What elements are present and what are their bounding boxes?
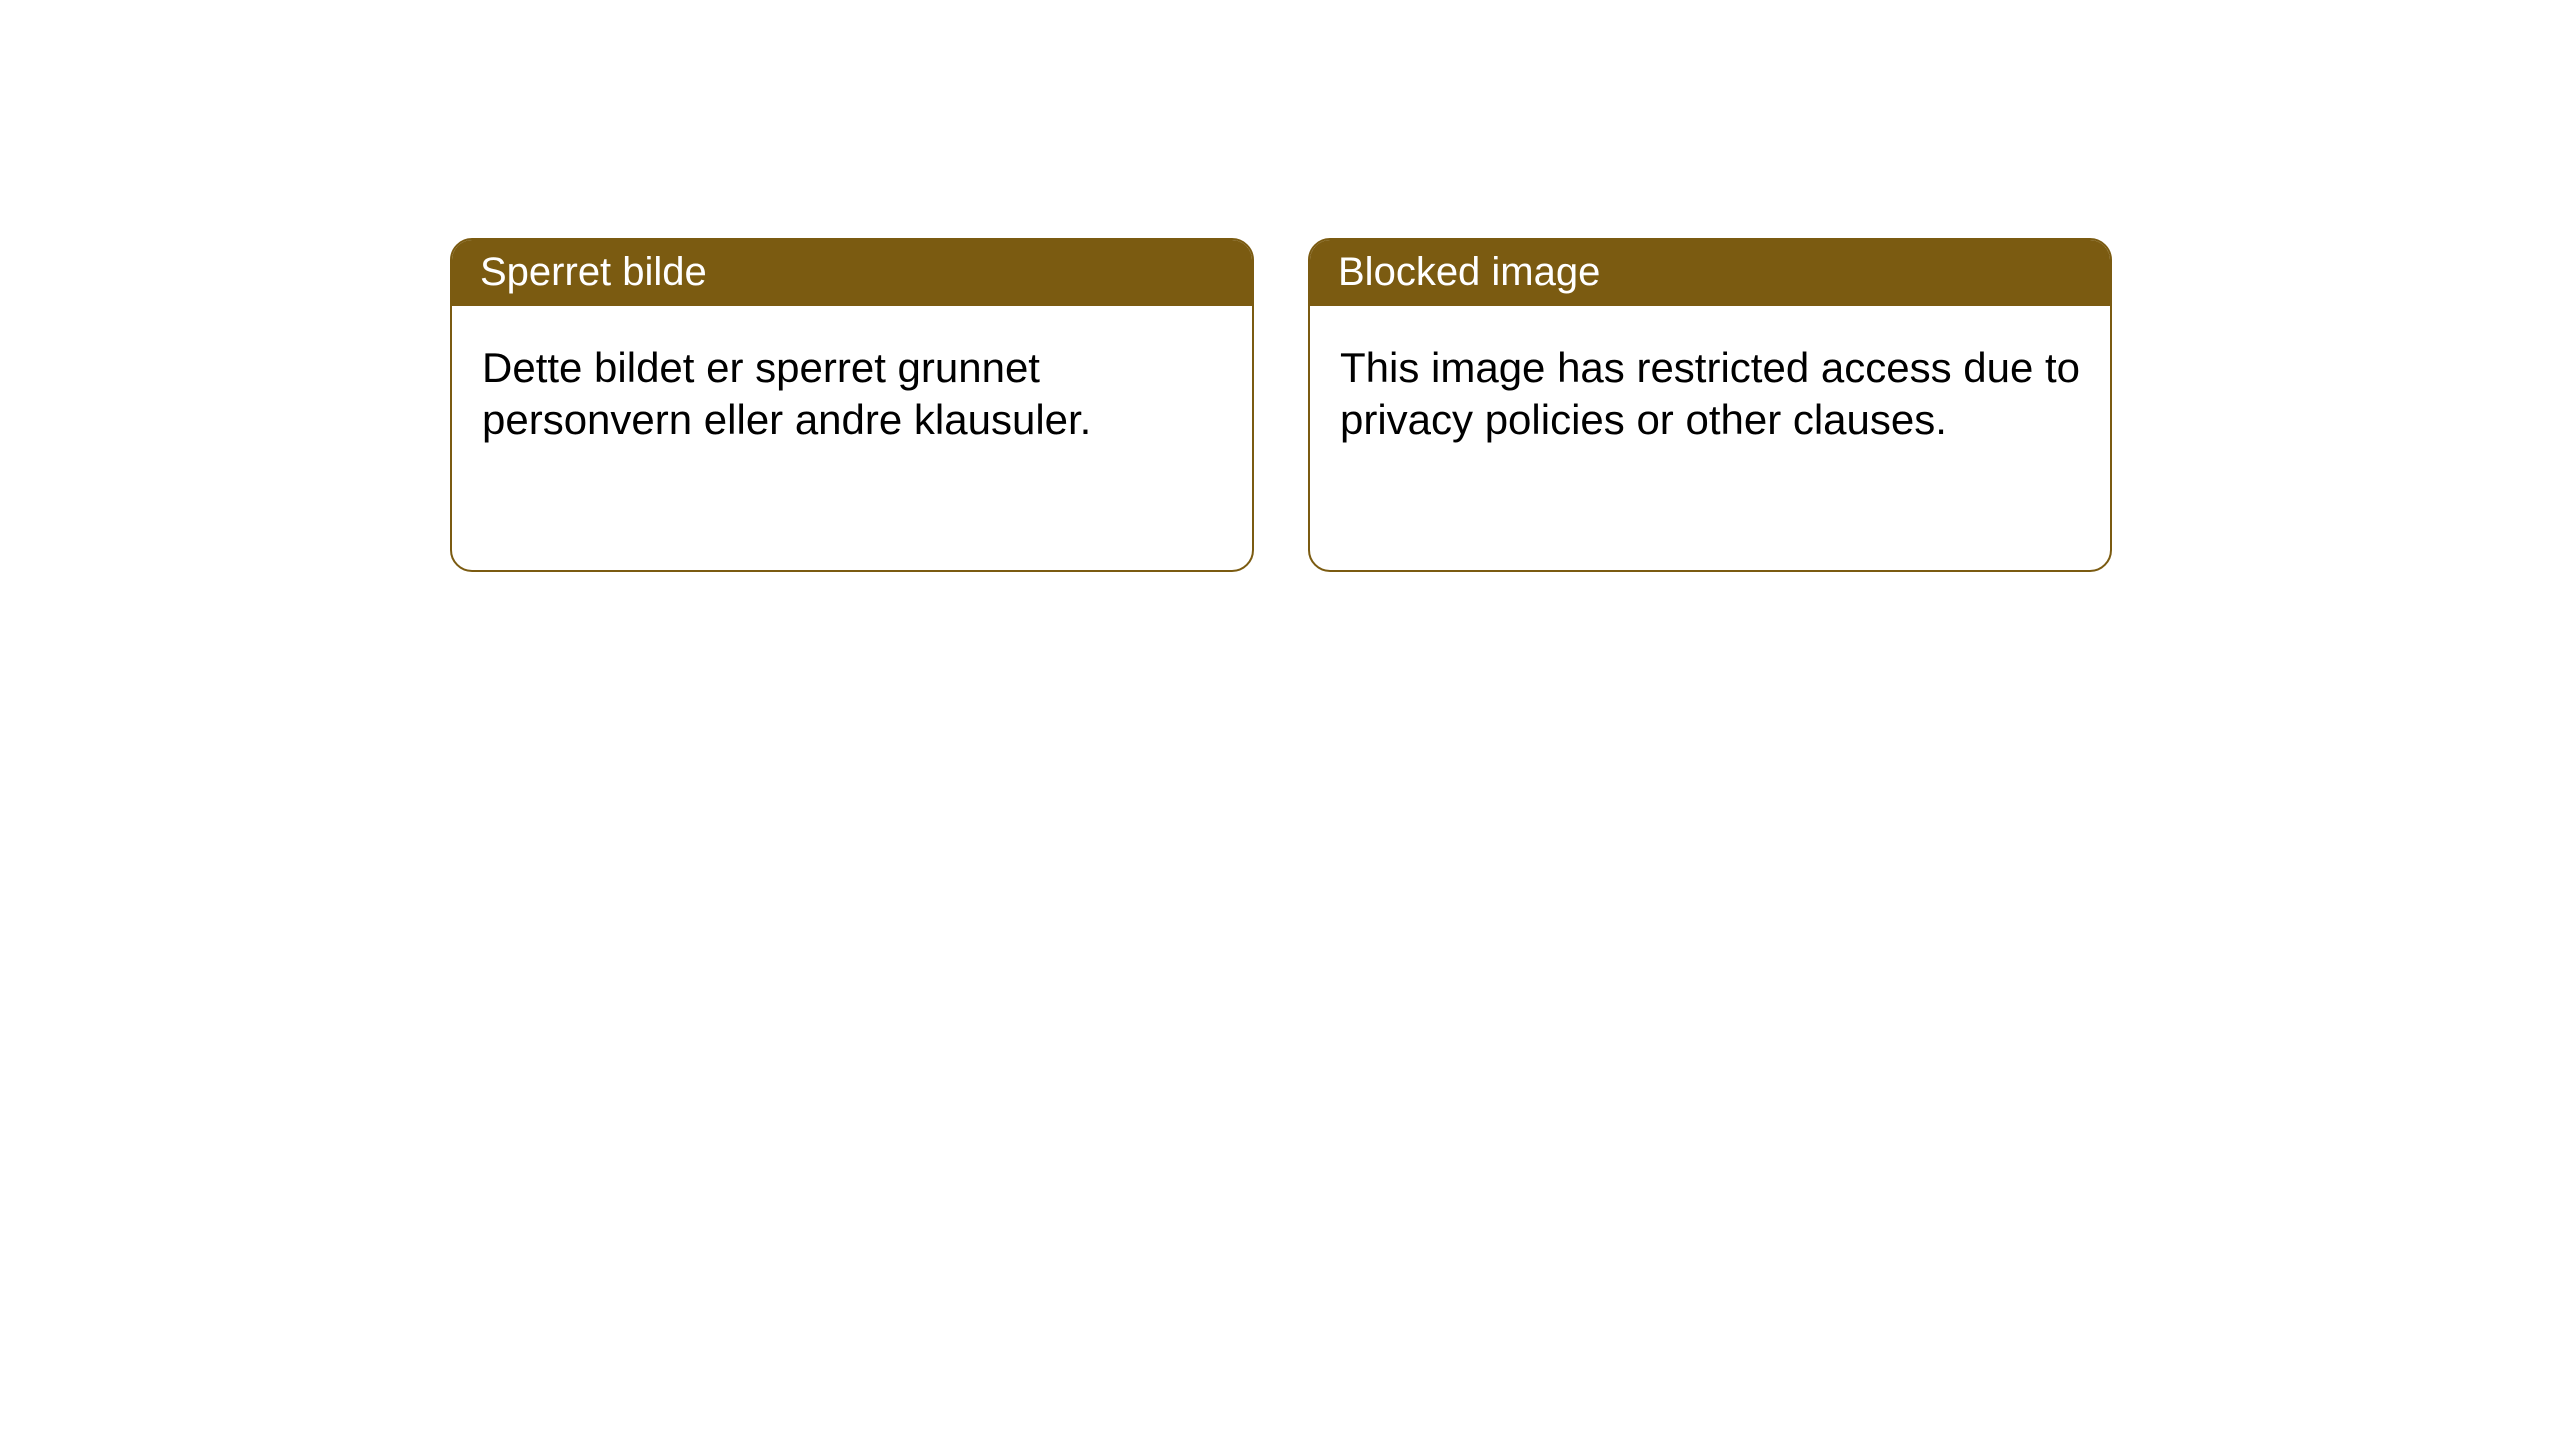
notice-card-norwegian: Sperret bilde Dette bildet er sperret gr…	[450, 238, 1254, 572]
notice-title-norwegian: Sperret bilde	[452, 240, 1252, 306]
notice-container: Sperret bilde Dette bildet er sperret gr…	[0, 0, 2560, 572]
notice-title-english: Blocked image	[1310, 240, 2110, 306]
notice-card-english: Blocked image This image has restricted …	[1308, 238, 2112, 572]
notice-body-english: This image has restricted access due to …	[1310, 306, 2110, 475]
notice-body-norwegian: Dette bildet er sperret grunnet personve…	[452, 306, 1252, 475]
